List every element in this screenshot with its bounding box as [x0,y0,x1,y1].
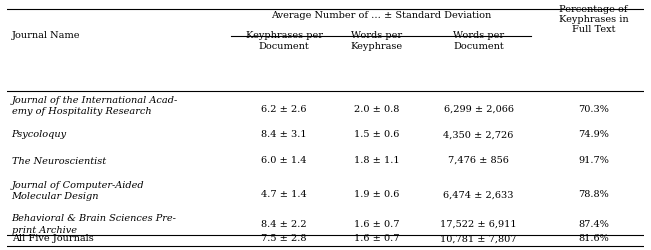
Text: 78.8%: 78.8% [578,190,609,199]
Text: 8.4 ± 3.1: 8.4 ± 3.1 [261,130,307,139]
Text: 87.4%: 87.4% [578,220,609,229]
Text: 1.6 ± 0.7: 1.6 ± 0.7 [353,234,399,244]
Text: Journal of Computer-Aided
Molecular Design: Journal of Computer-Aided Molecular Desi… [12,181,145,202]
Text: 7,476 ± 856: 7,476 ± 856 [448,156,509,165]
Text: Words per
Document: Words per Document [453,31,504,51]
Text: 1.8 ± 1.1: 1.8 ± 1.1 [353,156,399,165]
Text: 6,474 ± 2,633: 6,474 ± 2,633 [443,190,514,199]
Text: 74.9%: 74.9% [578,130,609,139]
Text: Keyphrases per
Document: Keyphrases per Document [245,31,322,51]
Text: 10,781 ± 7,807: 10,781 ± 7,807 [440,234,517,244]
Text: 81.6%: 81.6% [578,234,609,244]
Text: Psycoloquy: Psycoloquy [12,130,67,139]
Text: 4.7 ± 1.4: 4.7 ± 1.4 [261,190,307,199]
Text: The Neuroscientist: The Neuroscientist [12,157,105,166]
Text: 70.3%: 70.3% [578,104,609,114]
Text: Percentage of: Percentage of [559,5,628,14]
Text: Keyphrases in: Keyphrases in [559,15,628,24]
Text: 1.9 ± 0.6: 1.9 ± 0.6 [354,190,399,199]
Text: 2.0 ± 0.8: 2.0 ± 0.8 [354,104,399,114]
Text: 4,350 ± 2,726: 4,350 ± 2,726 [443,130,514,139]
Text: Behavioral & Brain Sciences Pre-
print Archive: Behavioral & Brain Sciences Pre- print A… [12,214,176,234]
Text: Full Text: Full Text [572,25,615,34]
Text: 6.0 ± 1.4: 6.0 ± 1.4 [261,156,307,165]
Text: 91.7%: 91.7% [578,156,609,165]
Text: Average Number of … ± Standard Deviation: Average Number of … ± Standard Deviation [271,12,491,20]
Text: Journal Name: Journal Name [12,31,80,40]
Text: 1.5 ± 0.6: 1.5 ± 0.6 [354,130,399,139]
Text: 17,522 ± 6,911: 17,522 ± 6,911 [440,220,517,229]
Text: Journal of the International Acad-
emy of Hospitality Research: Journal of the International Acad- emy o… [12,96,178,116]
Text: Words per
Keyphrase: Words per Keyphrase [350,31,402,51]
Text: 8.4 ± 2.2: 8.4 ± 2.2 [261,220,307,229]
Text: All Five Journals: All Five Journals [12,234,93,244]
Text: 6.2 ± 2.6: 6.2 ± 2.6 [261,104,307,114]
Text: 7.5 ± 2.8: 7.5 ± 2.8 [261,234,307,244]
Text: 1.6 ± 0.7: 1.6 ± 0.7 [353,220,399,229]
Text: 6,299 ± 2,066: 6,299 ± 2,066 [443,104,514,114]
